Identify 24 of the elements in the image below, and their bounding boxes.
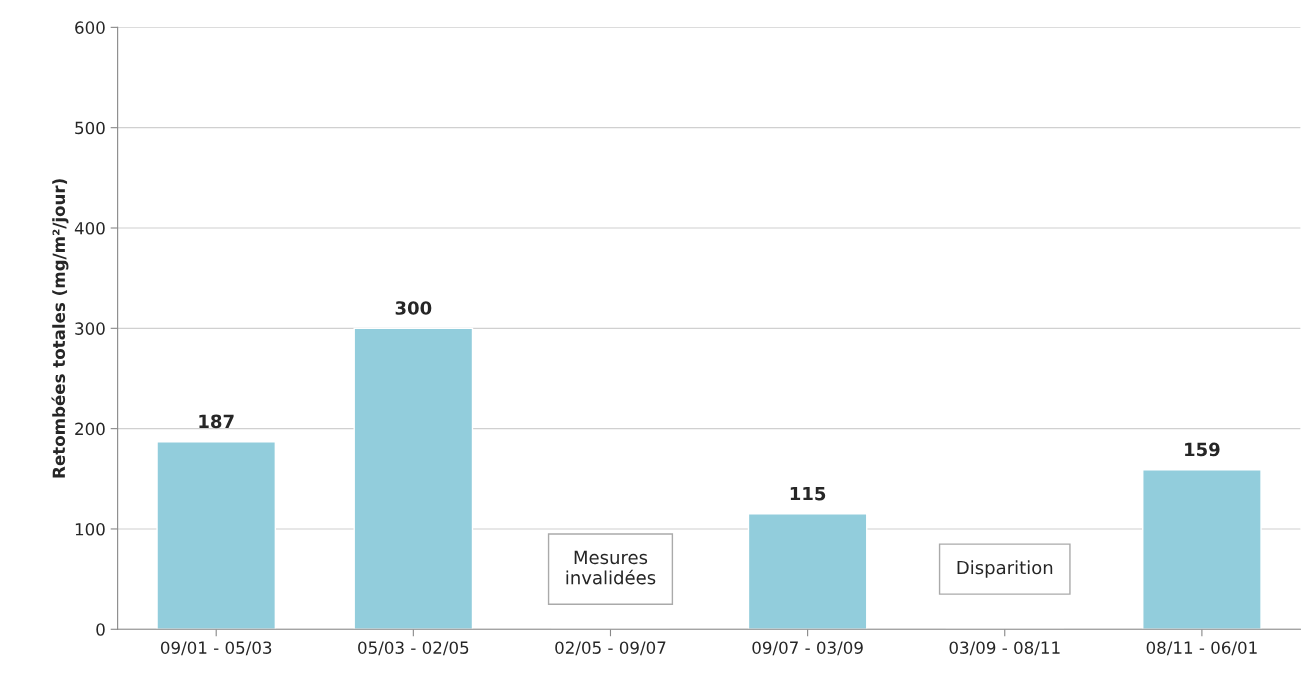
- y-tick-label: 0: [96, 623, 105, 636]
- data-label: 159: [1185, 442, 1220, 457]
- data-label: 300: [395, 301, 432, 315]
- x-tick-label: 08/11 - 06/01: [1146, 641, 1257, 656]
- bar: [353, 327, 474, 630]
- y-tick-label: 200: [75, 422, 105, 436]
- y-axis-title: Retombées totales (mg/m²/jour): [51, 179, 69, 478]
- bar: [156, 440, 277, 630]
- y-tick-label: 400: [74, 221, 105, 235]
- x-tick-label: 09/07 - 03/09: [752, 641, 863, 656]
- bar: [1142, 469, 1262, 630]
- annotation: Disparition: [957, 560, 1053, 578]
- x-tick-label: 02/05 - 09/07: [555, 641, 666, 656]
- data-label: 115: [790, 486, 826, 501]
- x-tick-label: 03/09 - 08/11: [949, 641, 1060, 656]
- y-tick-label: 500: [75, 121, 105, 135]
- data-label: 187: [199, 414, 234, 429]
- y-tick-label: 600: [75, 21, 105, 34]
- x-tick-label: 05/03 - 02/05: [358, 641, 469, 656]
- y-tick-label: 100: [75, 522, 105, 536]
- annotation: Mesures invalidées: [566, 550, 656, 585]
- y-tick-label: 300: [75, 322, 105, 335]
- x-tick-label: 09/01 - 05/03: [160, 641, 272, 656]
- bar: [747, 513, 868, 630]
